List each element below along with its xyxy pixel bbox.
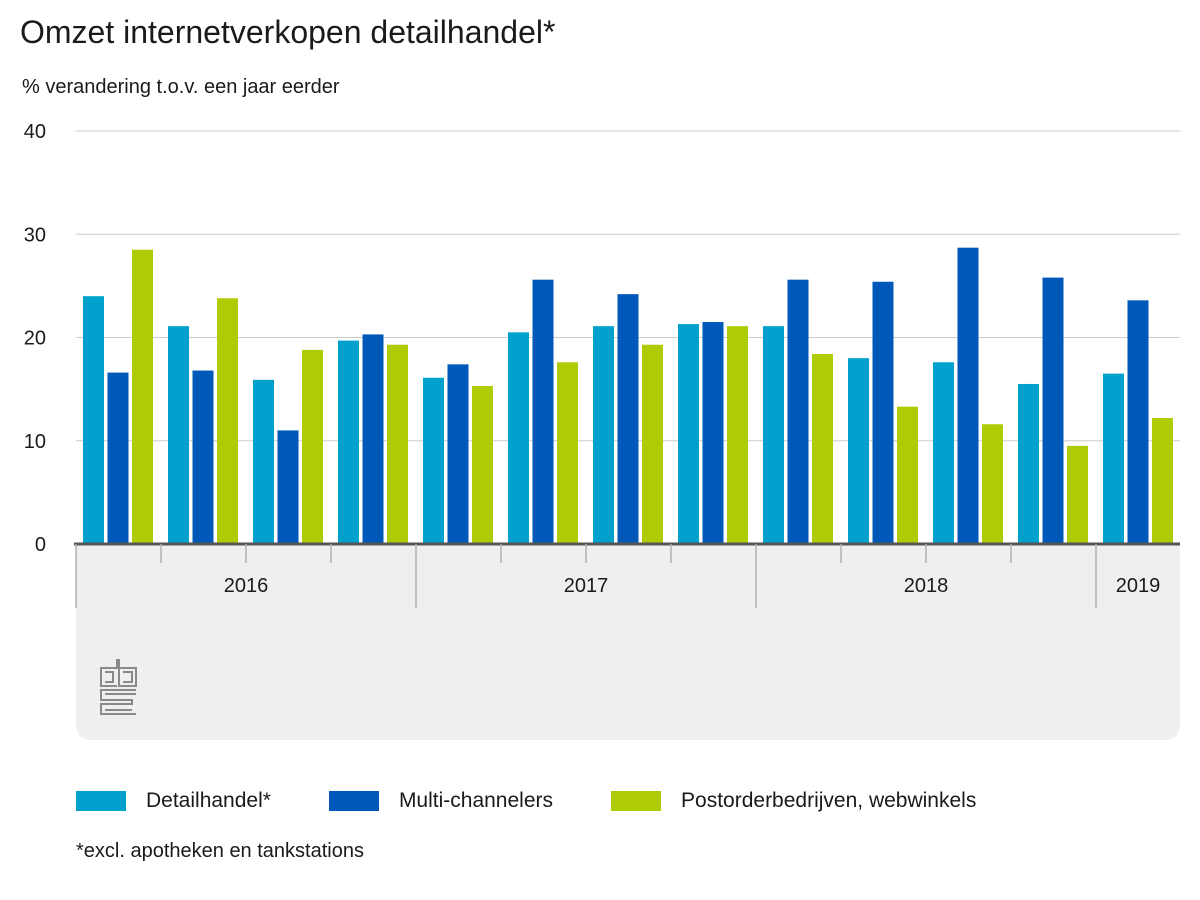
y-tick-label-30: 30 (24, 224, 46, 246)
bar-multi-channelers-7 (702, 322, 724, 544)
bar-postorderbedrijven-webwinkels-5 (557, 362, 578, 544)
legend-swatch-multi-channelers (328, 791, 379, 811)
bar-detailhandel-4 (423, 377, 444, 544)
footnote: *excl. apotheken en tankstations (76, 840, 364, 862)
legend-swatch-detailhandel (76, 791, 126, 811)
bar-detailhandel-1 (168, 326, 189, 544)
bar-chart: 0 10 20 30 40 2016 2017 2018 2019 (24, 121, 1180, 740)
bar-postorderbedrijven-webwinkels-1 (217, 298, 238, 544)
bar-detailhandel-6 (593, 326, 614, 544)
legend: Detailhandel* Multi-channelers Postorder… (76, 786, 1034, 816)
bar-multi-channelers-6 (617, 294, 639, 544)
bar-detailhandel-11 (1018, 383, 1039, 544)
x-axis-panel (76, 544, 1180, 740)
bar-multi-channelers-3 (362, 334, 384, 544)
bar-multi-channelers-10 (957, 247, 979, 545)
chart-title: Omzet internetverkopen detailhandel* (20, 14, 556, 50)
legend-label-postorderbedrijven: Postorderbedrijven, webwinkels (681, 789, 977, 812)
bar-detailhandel-12 (1103, 373, 1124, 544)
cbs-logo-icon (100, 659, 137, 715)
bar-postorderbedrijven-webwinkels-0 (132, 249, 153, 545)
bar-multi-channelers-2 (277, 430, 299, 544)
bar-postorderbedrijven-webwinkels-2 (302, 349, 323, 544)
bar-detailhandel-7 (678, 324, 699, 544)
legend-label-multi-channelers: Multi-channelers (398, 789, 554, 812)
bar-detailhandel-3 (338, 340, 359, 544)
y-tick-label-10: 10 (24, 431, 46, 453)
legend-item-detailhandel[interactable]: Detailhandel* (76, 789, 271, 813)
bar-postorderbedrijven-webwinkels-8 (812, 354, 833, 544)
bar-multi-channelers-5 (532, 279, 554, 544)
bar-postorderbedrijven-webwinkels-11 (1067, 445, 1088, 544)
bar-detailhandel-10 (933, 362, 954, 544)
bar-postorderbedrijven-webwinkels-10 (982, 424, 1003, 544)
legend-item-postorderbedrijven[interactable]: Postorderbedrijven, webwinkels (611, 789, 976, 813)
bar-detailhandel-0 (83, 296, 104, 544)
y-tick-label-0: 0 (35, 534, 46, 556)
x-year-label-2018: 2018 (904, 575, 949, 597)
bar-multi-channelers-8 (787, 279, 809, 544)
x-year-label-2019: 2019 (1116, 575, 1161, 597)
bar-multi-channelers-11 (1042, 277, 1064, 544)
legend-item-multi-channelers[interactable]: Multi-channelers (328, 789, 554, 813)
y-tick-label-20: 20 (24, 328, 46, 350)
bar-multi-channelers-12 (1127, 300, 1149, 544)
bar-postorderbedrijven-webwinkels-3 (387, 344, 408, 544)
bar-detailhandel-5 (508, 332, 529, 544)
bar-multi-channelers-1 (192, 370, 214, 544)
bar-postorderbedrijven-webwinkels-9 (897, 406, 918, 544)
bar-multi-channelers-0 (107, 372, 129, 544)
legend-label-detailhandel: Detailhandel* (146, 789, 271, 812)
x-year-label-2017: 2017 (564, 575, 609, 597)
y-axis-label: % verandering t.o.v. een jaar eerder (22, 76, 340, 98)
bar-postorderbedrijven-webwinkels-12 (1152, 418, 1173, 544)
bar-postorderbedrijven-webwinkels-7 (727, 326, 748, 544)
bar-detailhandel-9 (848, 358, 869, 544)
bar-multi-channelers-9 (872, 281, 894, 544)
bar-postorderbedrijven-webwinkels-6 (642, 344, 663, 544)
x-year-label-2016: 2016 (224, 575, 269, 597)
bar-multi-channelers-4 (447, 364, 469, 544)
y-tick-label-40: 40 (24, 121, 46, 143)
bar-postorderbedrijven-webwinkels-4 (472, 386, 493, 544)
bar-detailhandel-2 (253, 379, 274, 544)
bar-detailhandel-8 (763, 326, 784, 544)
legend-swatch-postorderbedrijven (611, 791, 662, 811)
